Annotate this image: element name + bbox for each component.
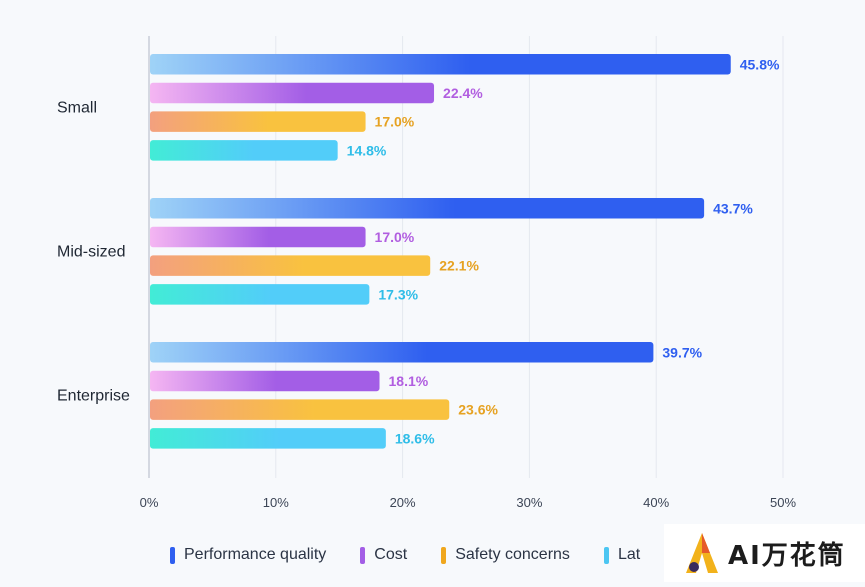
legend: Performance quality Cost Safety concerns… xyxy=(170,546,674,564)
legend-label-performance: Performance quality xyxy=(184,546,327,563)
legend-swatch-safety xyxy=(441,546,447,564)
data-label: 18.1% xyxy=(389,373,429,389)
legend-item-safety: Safety concerns xyxy=(441,546,570,564)
legend-item-latency: Lat xyxy=(603,546,641,564)
x-tick-label: 0% xyxy=(140,495,159,510)
legend-swatch-cost xyxy=(360,546,366,564)
bar-cost xyxy=(150,370,380,392)
data-label: 17.0% xyxy=(375,229,415,245)
legend-label-safety: Safety concerns xyxy=(455,546,570,563)
watermark-logo-icon xyxy=(684,531,720,575)
data-label: 43.7% xyxy=(713,200,753,216)
bar-performance-quality xyxy=(150,54,731,75)
category-label: Mid-sized xyxy=(57,243,125,260)
x-tick-label: 20% xyxy=(390,495,416,510)
x-tick-label: 30% xyxy=(516,495,542,510)
watermark: AI万花筒 xyxy=(664,524,865,582)
bar-safety-concerns xyxy=(150,111,366,132)
data-label: 22.1% xyxy=(439,258,479,274)
bar-safety-concerns xyxy=(150,255,431,276)
legend-item-performance: Performance quality xyxy=(170,546,326,564)
data-label: 22.4% xyxy=(443,85,483,101)
bar-latency xyxy=(150,140,338,161)
bar-cost xyxy=(150,82,435,104)
legend-label-cost: Cost xyxy=(374,546,408,563)
category-label: Small xyxy=(57,99,97,116)
category-label: Enterprise xyxy=(57,387,130,404)
data-label: 45.8% xyxy=(740,56,780,72)
legend-swatch-performance xyxy=(170,546,175,564)
bar-cost xyxy=(150,226,366,248)
bar-latency xyxy=(150,428,386,449)
bar-safety-concerns xyxy=(150,399,450,420)
watermark-text: AI万花筒 xyxy=(728,540,846,571)
data-label: 17.3% xyxy=(378,286,418,302)
x-tick-label: 40% xyxy=(643,495,669,510)
bar-performance-quality xyxy=(150,342,654,363)
data-label: 18.6% xyxy=(395,430,435,446)
data-label: 17.0% xyxy=(375,114,415,130)
bar-latency xyxy=(150,284,370,305)
legend-item-cost: Cost xyxy=(360,546,407,564)
legend-label-latency: Lat xyxy=(617,546,641,563)
bar-performance-quality xyxy=(150,198,705,219)
legend-swatch-latency xyxy=(603,546,609,564)
data-label: 39.7% xyxy=(662,344,702,360)
data-label: 23.6% xyxy=(458,402,498,418)
x-tick-label: 10% xyxy=(263,495,289,510)
x-tick-label: 50% xyxy=(770,495,796,510)
data-label: 14.8% xyxy=(347,142,387,158)
